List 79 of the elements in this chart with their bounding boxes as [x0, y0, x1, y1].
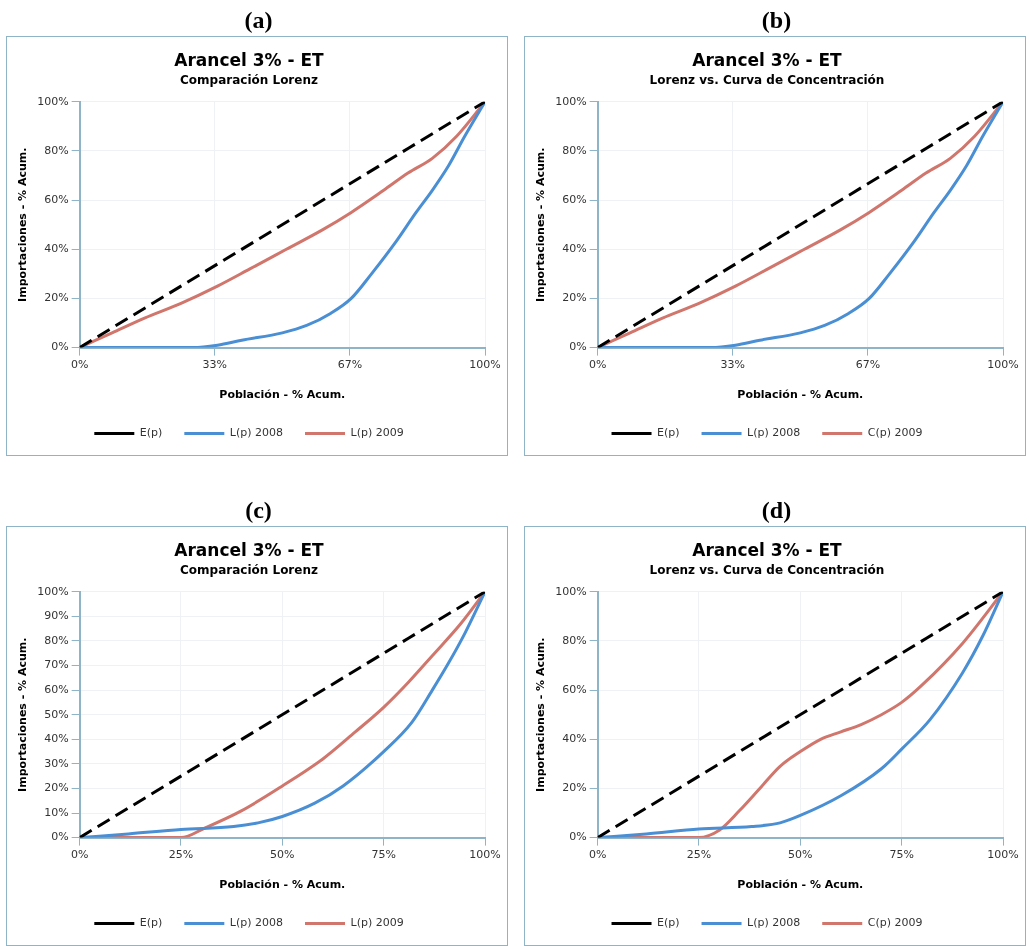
legend-label: C(p) 2009 — [867, 916, 923, 930]
legend-label: E(p) — [657, 916, 680, 930]
chart-title: Arancel 3% - ET — [174, 49, 325, 70]
legend-label: E(p) — [139, 916, 163, 930]
y-tick-label: 0% — [51, 340, 69, 354]
y-tick-label: 0% — [569, 830, 587, 844]
y-tick-label: 100% — [555, 94, 587, 108]
x-tick-label: 33% — [720, 358, 745, 372]
y-axis-title: Importaciones - % Acum. — [534, 147, 548, 302]
y-tick-label: 40% — [44, 242, 69, 256]
y-tick-label: 50% — [44, 707, 69, 721]
x-tick-label: 100% — [987, 848, 1019, 862]
y-tick-label: 10% — [44, 805, 69, 819]
y-tick-label: 20% — [44, 291, 69, 305]
chart-subtitle: Lorenz vs. Curva de Concentración — [649, 72, 885, 87]
y-tick-label: 20% — [562, 781, 587, 795]
y-tick-label: 20% — [562, 291, 587, 305]
x-tick-label: 33% — [202, 358, 227, 372]
chart-subtitle: Comparación Lorenz — [180, 562, 318, 577]
legend-label: E(p) — [657, 426, 680, 440]
x-axis-title: Población - % Acum. — [219, 388, 346, 402]
x-tick-label: 75% — [371, 848, 396, 862]
text: (a) — [243, 6, 274, 35]
x-tick-label: 50% — [788, 848, 813, 862]
y-tick-label: 30% — [44, 756, 69, 770]
y-tick-label: 20% — [44, 781, 69, 795]
x-tick-label: 100% — [469, 848, 501, 862]
legend-label: L(p) 2009 — [350, 916, 404, 930]
chart-title: Arancel 3% - ET — [692, 539, 843, 560]
y-tick-label: 40% — [562, 732, 587, 746]
x-tick-label: 25% — [168, 848, 194, 862]
chart-title: Arancel 3% - ET — [174, 539, 325, 560]
text: (d) — [760, 496, 793, 525]
text: (b) — [760, 6, 793, 35]
x-tick-label: 0% — [70, 358, 89, 372]
y-axis-title: Importaciones - % Acum. — [534, 637, 548, 792]
y-tick-label: 0% — [51, 830, 69, 844]
chart-subtitle: Lorenz vs. Curva de Concentración — [649, 562, 885, 577]
x-tick-label: 25% — [686, 848, 712, 862]
x-axis-title: Población - % Acum. — [737, 388, 864, 402]
chart-title: Arancel 3% - ET — [692, 49, 843, 70]
legend-label: L(p) 2008 — [229, 916, 284, 930]
y-tick-label: 80% — [562, 633, 587, 647]
x-tick-label: 0% — [588, 848, 607, 862]
y-tick-label: 60% — [562, 682, 587, 696]
y-tick-label: 60% — [562, 192, 587, 206]
y-tick-label: 70% — [44, 658, 69, 672]
x-axis-title: Población - % Acum. — [219, 878, 346, 892]
y-tick-label: 100% — [37, 94, 69, 108]
y-tick-label: 80% — [44, 143, 69, 157]
legend-label: L(p) 2009 — [350, 426, 404, 440]
legend-label: L(p) 2008 — [229, 426, 284, 440]
y-tick-label: 40% — [562, 242, 587, 256]
legend-label: C(p) 2009 — [867, 426, 923, 440]
x-tick-label: 67% — [337, 358, 363, 372]
chart-subtitle: Comparación Lorenz — [180, 72, 318, 87]
legend-label: L(p) 2008 — [747, 426, 801, 440]
y-tick-label: 60% — [44, 192, 69, 206]
y-tick-label: 40% — [44, 732, 69, 746]
y-axis-title: Importaciones - % Acum. — [16, 637, 30, 792]
y-tick-label: 100% — [555, 584, 587, 598]
y-tick-label: 60% — [44, 682, 69, 696]
y-tick-label: 80% — [44, 633, 69, 647]
text: (c) — [244, 496, 273, 525]
y-tick-label: 100% — [37, 584, 69, 598]
x-axis-title: Población - % Acum. — [737, 878, 864, 892]
legend-label: E(p) — [139, 426, 163, 440]
x-tick-label: 67% — [855, 358, 881, 372]
y-tick-label: 90% — [44, 609, 69, 623]
y-tick-label: 0% — [569, 340, 587, 354]
y-tick-label: 80% — [562, 143, 587, 157]
legend-label: L(p) 2008 — [747, 916, 801, 930]
x-tick-label: 50% — [270, 848, 295, 862]
x-tick-label: 100% — [987, 358, 1019, 372]
x-tick-label: 100% — [469, 358, 501, 372]
x-tick-label: 0% — [70, 848, 89, 862]
x-tick-label: 75% — [889, 848, 914, 862]
x-tick-label: 0% — [588, 358, 607, 372]
y-axis-title: Importaciones - % Acum. — [16, 147, 30, 302]
